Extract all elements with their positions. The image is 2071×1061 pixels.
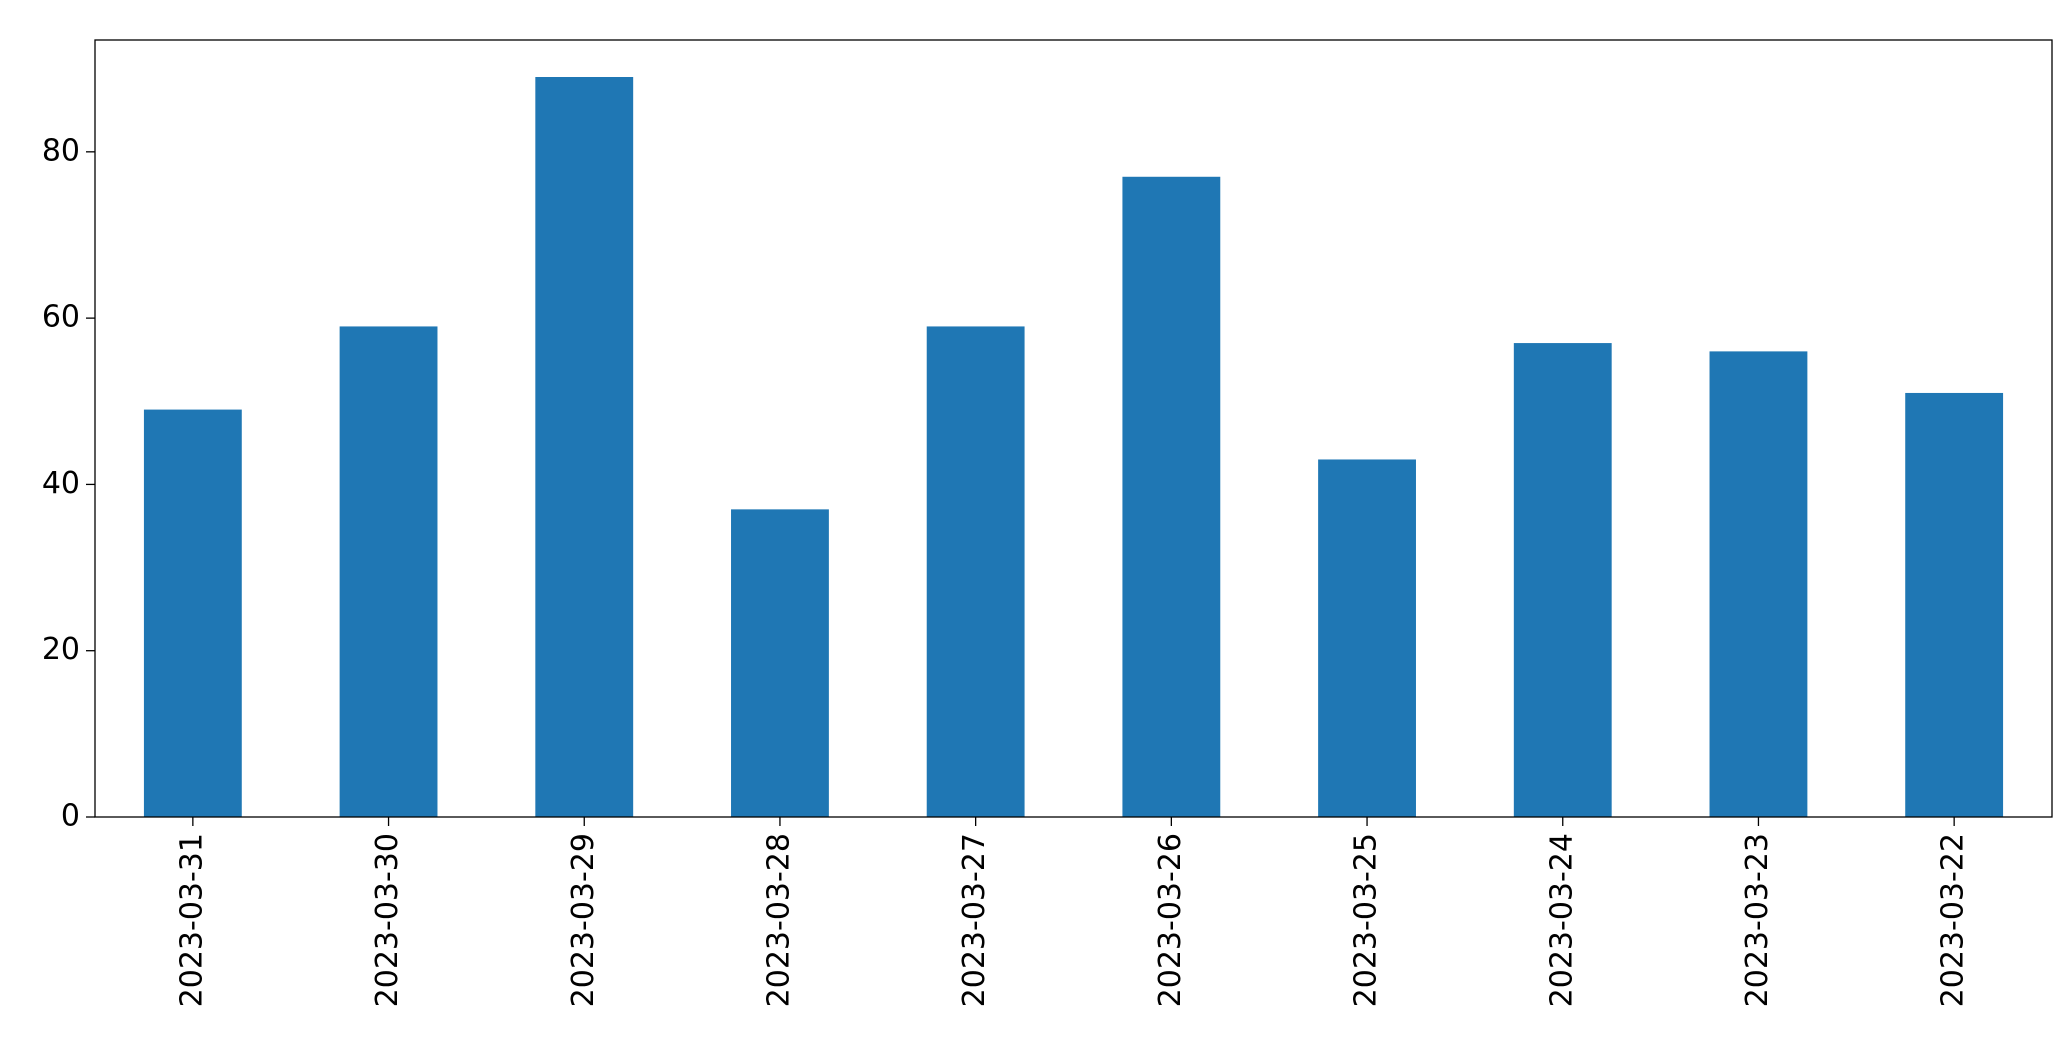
x-tick-label: 2023-03-23	[1740, 833, 1775, 1007]
bar	[926, 326, 1025, 817]
bar	[1905, 392, 2004, 817]
bar	[535, 77, 634, 817]
bar	[1122, 176, 1221, 818]
y-tick-label: 20	[42, 632, 80, 667]
bar	[1513, 343, 1612, 817]
y-tick-label: 60	[42, 300, 80, 335]
y-tick-label: 80	[42, 133, 80, 168]
x-tick-label: 2023-03-30	[370, 833, 405, 1007]
y-tick-label: 0	[61, 799, 80, 834]
x-tick-label: 2023-03-28	[761, 833, 796, 1007]
x-tick-label: 2023-03-26	[1153, 833, 1188, 1007]
bar	[1318, 459, 1416, 817]
bar	[339, 326, 438, 817]
x-tick-label: 2023-03-22	[1936, 833, 1971, 1007]
plot-frame	[94, 39, 2053, 818]
bar	[731, 509, 829, 817]
x-tick-label: 2023-03-25	[1349, 833, 1384, 1007]
bar	[143, 409, 242, 817]
x-tick-label: 2023-03-27	[957, 833, 992, 1007]
x-tick-label: 2023-03-29	[566, 833, 601, 1007]
y-tick-label: 40	[42, 466, 80, 501]
x-tick-label: 2023-03-24	[1544, 833, 1579, 1007]
bar	[1709, 351, 1808, 817]
x-tick-label: 2023-03-31	[174, 833, 209, 1007]
